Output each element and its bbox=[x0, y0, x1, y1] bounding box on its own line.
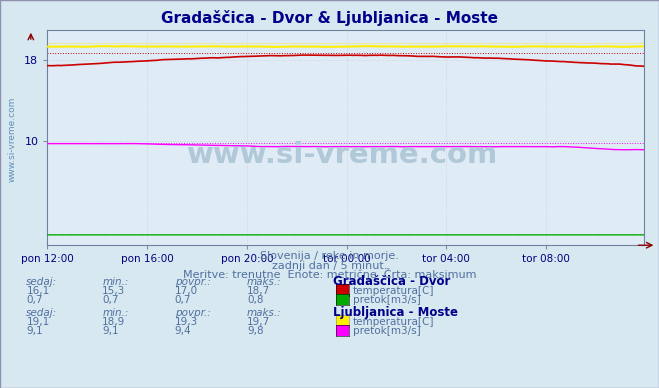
Text: zadnji dan / 5 minut.: zadnji dan / 5 minut. bbox=[272, 261, 387, 271]
Text: 16,1: 16,1 bbox=[26, 286, 49, 296]
Text: maks.:: maks.: bbox=[247, 277, 282, 287]
Text: sedaj:: sedaj: bbox=[26, 277, 57, 287]
Text: min.:: min.: bbox=[102, 277, 129, 287]
Text: www.si-vreme.com: www.si-vreme.com bbox=[187, 141, 498, 169]
Text: povpr.:: povpr.: bbox=[175, 277, 210, 287]
Text: 9,1: 9,1 bbox=[102, 326, 119, 336]
Text: 9,4: 9,4 bbox=[175, 326, 191, 336]
Text: 18,9: 18,9 bbox=[102, 317, 125, 327]
Text: povpr.:: povpr.: bbox=[175, 308, 210, 318]
Text: 19,7: 19,7 bbox=[247, 317, 270, 327]
Text: 9,8: 9,8 bbox=[247, 326, 264, 336]
Text: temperatura[C]: temperatura[C] bbox=[353, 317, 434, 327]
Text: sedaj:: sedaj: bbox=[26, 308, 57, 318]
Text: www.si-vreme.com: www.si-vreme.com bbox=[7, 97, 16, 182]
Text: 17,0: 17,0 bbox=[175, 286, 198, 296]
Text: Slovenija / reke in morje.: Slovenija / reke in morje. bbox=[260, 251, 399, 262]
Text: Gradaščica - Dvor: Gradaščica - Dvor bbox=[333, 275, 450, 288]
Text: 19,3: 19,3 bbox=[175, 317, 198, 327]
Text: maks.:: maks.: bbox=[247, 308, 282, 318]
Text: pretok[m3/s]: pretok[m3/s] bbox=[353, 326, 420, 336]
Text: 0,8: 0,8 bbox=[247, 295, 264, 305]
Text: min.:: min.: bbox=[102, 308, 129, 318]
Text: 18,7: 18,7 bbox=[247, 286, 270, 296]
Text: 0,7: 0,7 bbox=[175, 295, 191, 305]
Text: 0,7: 0,7 bbox=[102, 295, 119, 305]
Text: Gradaščica - Dvor & Ljubljanica - Moste: Gradaščica - Dvor & Ljubljanica - Moste bbox=[161, 10, 498, 26]
Text: 19,1: 19,1 bbox=[26, 317, 49, 327]
Text: temperatura[C]: temperatura[C] bbox=[353, 286, 434, 296]
Text: 15,3: 15,3 bbox=[102, 286, 125, 296]
Text: 0,7: 0,7 bbox=[26, 295, 43, 305]
Text: 9,1: 9,1 bbox=[26, 326, 43, 336]
Text: Ljubljanica - Moste: Ljubljanica - Moste bbox=[333, 306, 458, 319]
Text: Meritve: trenutne  Enote: metrične  Črta: maksimum: Meritve: trenutne Enote: metrične Črta: … bbox=[183, 270, 476, 280]
Text: pretok[m3/s]: pretok[m3/s] bbox=[353, 295, 420, 305]
